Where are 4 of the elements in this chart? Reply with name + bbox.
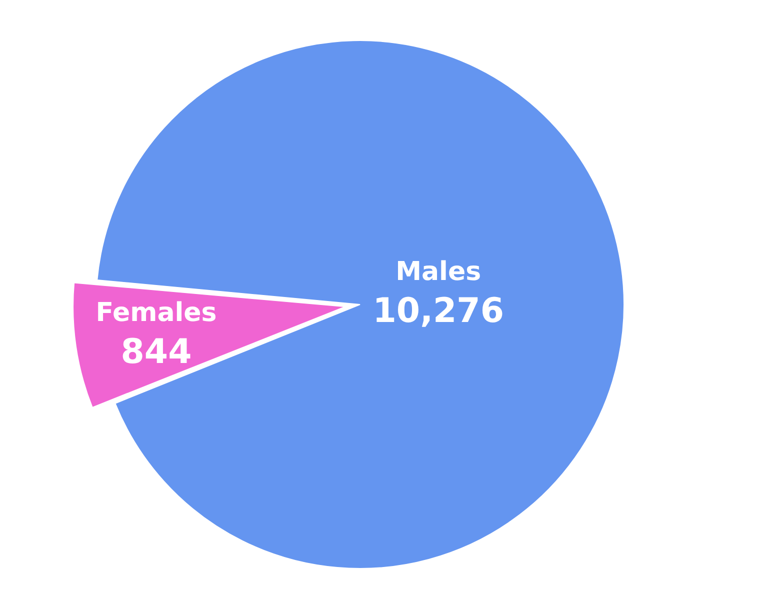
slice-label: Males bbox=[396, 256, 482, 287]
slice-label: Females bbox=[96, 298, 217, 328]
data-label: 10,276 bbox=[372, 290, 504, 331]
data-label: 844 bbox=[120, 332, 192, 372]
